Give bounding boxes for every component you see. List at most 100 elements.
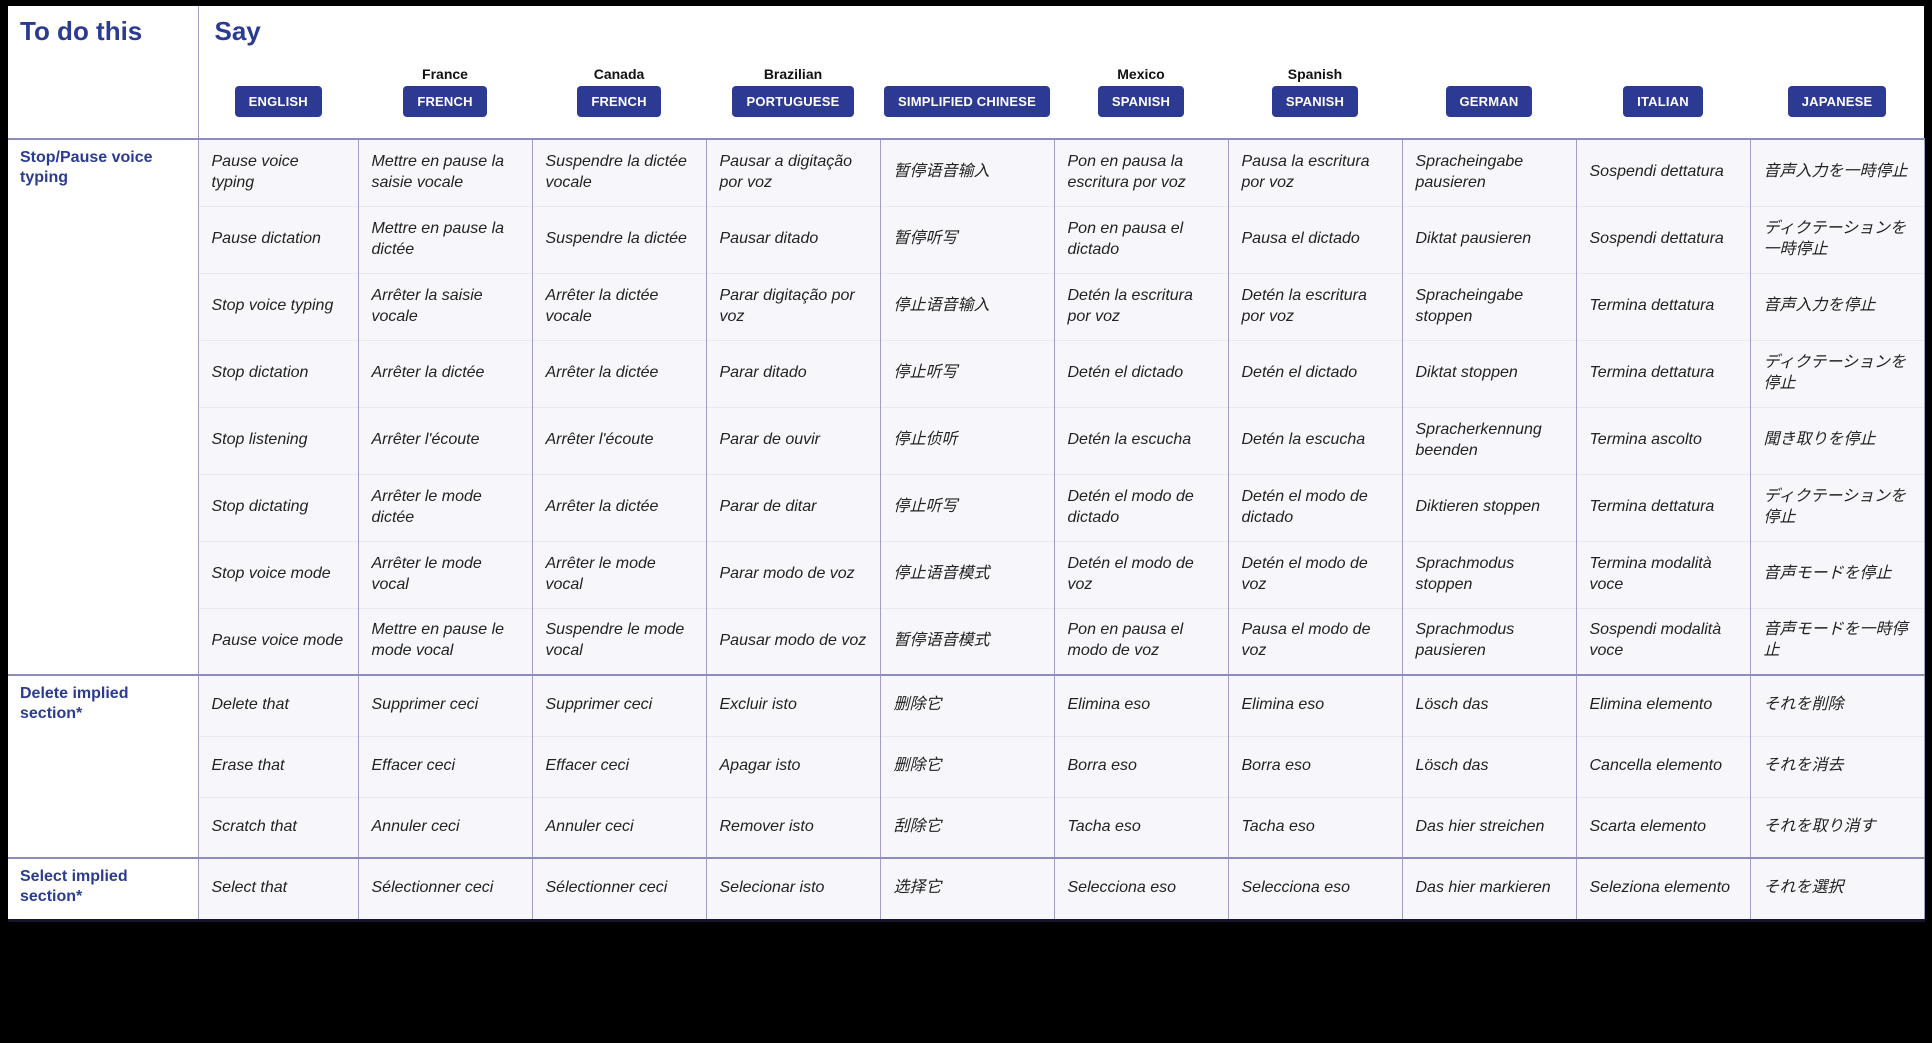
command-cell: Spracheingabe stoppen [1401, 272, 1576, 340]
language-header-row: ENGLISH France FRENCH Canada FRENCH Brazilian… [8, 62, 1924, 139]
language-badge[interactable]: FRENCH [577, 86, 661, 117]
language-region-label: Mexico [1117, 66, 1165, 82]
command-cell: Detén el modo de voz [1053, 540, 1228, 608]
command-cell: Diktieren stoppen [1401, 473, 1576, 541]
command-cell: 停止听写 [879, 473, 1054, 541]
commands-sheet: To do this Say ENGLISH France FRENCH Canada… [8, 6, 1925, 922]
command-cell: Sélectionner ceci [531, 857, 706, 920]
language-badge[interactable]: GERMAN [1445, 86, 1533, 117]
command-cell: Pon en pausa el dictado [1053, 205, 1228, 273]
command-cell: Detén la escritura por voz [1053, 272, 1228, 340]
language-badge[interactable]: SIMPLIFIED CHINESE [884, 86, 1050, 117]
group-label: Select implied section* [8, 857, 199, 920]
command-cell: Select that [197, 857, 358, 920]
command-cell: Diktat stoppen [1401, 339, 1576, 407]
command-cell: Elimina eso [1227, 674, 1402, 736]
language-badge[interactable]: ENGLISH [234, 86, 322, 117]
command-cell: Arrêter la dictée [531, 339, 706, 407]
command-cell: Erase that [197, 735, 358, 797]
command-cell: Arrêter le mode vocal [357, 540, 532, 608]
command-cell: Mettre en pause la saisie vocale [357, 138, 532, 206]
voice-commands-table: To do this Say ENGLISH France FRENCH Canada… [8, 6, 1925, 922]
command-cell: Sprachmodus stoppen [1401, 540, 1576, 608]
command-cell: Detén la escucha [1053, 406, 1228, 474]
command-cell: Apagar isto [705, 735, 880, 797]
command-cell: それを消去 [1749, 735, 1925, 797]
table-row: Stop voice typing Arrêter la saisie vocal… [8, 272, 1925, 340]
command-cell: Spracherkennung beenden [1401, 406, 1576, 474]
language-column-header: ITALIAN [1576, 62, 1750, 139]
command-cell: Termina ascolto [1575, 406, 1750, 474]
command-cell: Diktat pausieren [1401, 205, 1576, 273]
command-cell: Pausa el modo de voz [1227, 607, 1402, 675]
language-badge[interactable]: SPANISH [1097, 86, 1185, 117]
language-column-header: SIMPLIFIED CHINESE [880, 62, 1054, 139]
language-region-label: Canada [593, 66, 645, 82]
command-cell: Arrêter le mode dictée [357, 473, 532, 541]
command-cell: Termina dettatura [1575, 473, 1750, 541]
language-badge[interactable]: ITALIAN [1623, 86, 1703, 117]
table-row: Select implied section* Select that Sélect… [8, 857, 1925, 920]
language-region-label [199, 62, 359, 86]
command-cell: Stop listening [197, 406, 358, 474]
command-cell: Pausa el dictado [1227, 205, 1402, 273]
command-cell: Das hier markieren [1401, 857, 1576, 920]
command-cell: Detén el dictado [1227, 339, 1402, 407]
command-cell: Selecciona eso [1053, 857, 1228, 920]
language-badge[interactable]: PORTUGUESE [732, 86, 854, 117]
command-cell: Elimina elemento [1575, 674, 1750, 736]
command-cell: Parar modo de voz [705, 540, 880, 608]
language-badge[interactable]: JAPANESE [1787, 86, 1887, 117]
language-region-label [1402, 62, 1576, 86]
language-column-header: GERMAN [1402, 62, 1576, 139]
command-cell: Arrêter le mode vocal [531, 540, 706, 608]
group-label: Stop/Pause voice typing [8, 138, 199, 675]
command-cell: Detén el modo de dictado [1053, 473, 1228, 541]
table-row: Stop/Pause voice typing Pause voice typin… [8, 138, 1925, 675]
command-cell: 聞き取りを停止 [1749, 406, 1925, 474]
command-cell: Pause voice mode [197, 607, 358, 675]
command-cell: Selecionar isto [705, 857, 880, 920]
table-row: Pause dictation Mettre en pause la dictée… [8, 205, 1925, 273]
command-cell: それを取り消す [1749, 796, 1925, 858]
table-row: Stop voice mode Arrêter le mode vocal Arrê… [8, 540, 1925, 608]
command-cell: Arrêter l'écoute [357, 406, 532, 474]
command-cell: ディクテーションを一時停止 [1749, 205, 1925, 273]
command-cell: Das hier streichen [1401, 796, 1576, 858]
command-cell: Effacer ceci [357, 735, 532, 797]
language-badge[interactable]: FRENCH [403, 86, 487, 117]
language-column-header: Mexico SPANISH [1054, 62, 1228, 139]
command-cell: 暂停语音模式 [879, 607, 1054, 675]
command-cell: Spracheingabe pausieren [1401, 138, 1576, 206]
command-cell: Arrêter la dictée vocale [531, 272, 706, 340]
command-cell: 选择它 [879, 857, 1054, 920]
language-column-header: France FRENCH [358, 62, 532, 139]
command-cell: Stop dictation [197, 339, 358, 407]
table-row: Stop listening Arrêter l'écoute Arrêter l'… [8, 406, 1925, 474]
language-badge[interactable]: SPANISH [1271, 86, 1359, 117]
command-cell: Lösch das [1401, 735, 1576, 797]
command-cell: Tacha eso [1227, 796, 1402, 858]
command-cell: Sprachmodus pausieren [1401, 607, 1576, 675]
table-row: Pause voice mode Mettre en pause le mode … [8, 607, 1925, 675]
command-cell: 删除它 [879, 735, 1054, 797]
command-cell: Pon en pausa el modo de voz [1053, 607, 1228, 675]
command-cell: Arrêter la saisie vocale [357, 272, 532, 340]
command-cell: Mettre en pause le mode vocal [357, 607, 532, 675]
language-column-header: JAPANESE [1750, 62, 1924, 139]
language-region-label: Spanish [1287, 66, 1343, 82]
language-column-header: ENGLISH [198, 62, 358, 139]
command-cell: Suspendre la dictée [531, 205, 706, 273]
command-cell: Scarta elemento [1575, 796, 1750, 858]
command-cell: Supprimer ceci [531, 674, 706, 736]
command-cell: Termina dettatura [1575, 272, 1750, 340]
command-cell: Effacer ceci [531, 735, 706, 797]
command-cell: Parar digitação por voz [705, 272, 880, 340]
command-cell: Mettre en pause la dictée [357, 205, 532, 273]
command-cell: Excluir isto [705, 674, 880, 736]
command-cell: Suspendre le mode vocal [531, 607, 706, 675]
command-cell: Supprimer ceci [357, 674, 532, 736]
command-cell: Detén el modo de voz [1227, 540, 1402, 608]
command-cell: Elimina eso [1053, 674, 1228, 736]
